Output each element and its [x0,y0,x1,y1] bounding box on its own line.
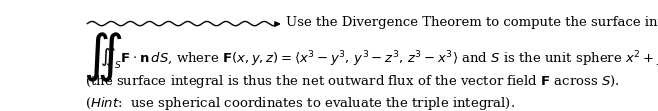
Text: $\iint_S \mathbf{F} \cdot \mathbf{n}\, dS$, where $\mathbf{F}(x, y, z) = \langle: $\iint_S \mathbf{F} \cdot \mathbf{n}\, d… [100,46,658,71]
Text: (the surface integral is thus the net outward flux of the vector field $\mathbf{: (the surface integral is thus the net ou… [85,73,620,90]
Text: ($\mathit{Hint}$:  use spherical coordinates to evaluate the triple integral).: ($\mathit{Hint}$: use spherical coordina… [85,95,515,111]
Text: Use the Divergence Theorem to compute the surface integral: Use the Divergence Theorem to compute th… [286,16,658,29]
Text: $\iint$: $\iint$ [84,30,122,84]
